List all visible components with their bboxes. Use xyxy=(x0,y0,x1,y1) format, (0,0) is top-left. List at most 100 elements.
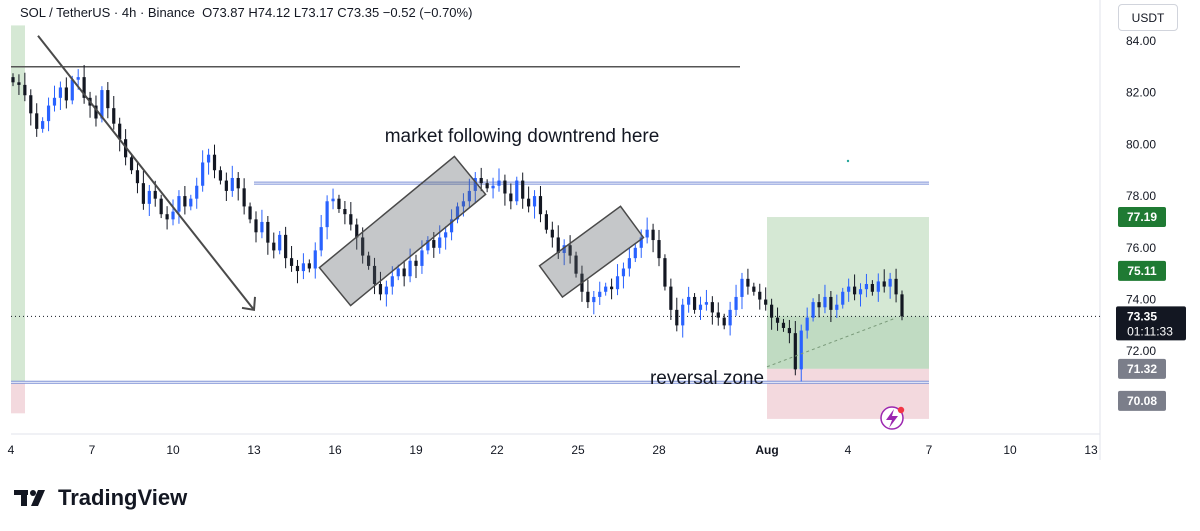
x-tick-label: 16 xyxy=(328,443,342,457)
candle-body xyxy=(378,284,383,295)
candle-body xyxy=(325,201,329,228)
symbol-title[interactable]: SOL / TetherUS · 4h · Binance xyxy=(20,5,195,20)
last-price-tag[interactable] xyxy=(1116,306,1186,341)
candle-body xyxy=(17,82,21,85)
candle-body xyxy=(835,304,839,310)
candle-body xyxy=(663,258,667,287)
candle-body xyxy=(550,229,554,238)
position-entry-tag-text: 71.32 xyxy=(1127,362,1157,376)
reversal-annotation[interactable]: reversal zone xyxy=(650,368,764,389)
candle-body xyxy=(752,286,756,292)
candle-body xyxy=(604,286,608,292)
candle-body xyxy=(692,296,697,310)
candle-body xyxy=(355,224,359,238)
candle-body xyxy=(621,268,626,277)
y-tick-label: 74.00 xyxy=(1126,293,1156,307)
candle-body xyxy=(52,97,57,106)
candle-body xyxy=(94,105,98,119)
candle-body xyxy=(141,183,145,204)
candle-body xyxy=(586,291,590,303)
candle-body xyxy=(639,237,643,248)
candle-body xyxy=(118,123,122,140)
candle-body xyxy=(503,180,507,194)
candle-body xyxy=(509,193,513,202)
x-tick-label: 4 xyxy=(8,443,15,457)
candle-body xyxy=(556,237,560,253)
x-tick-label: 7 xyxy=(89,443,96,457)
candle-body xyxy=(870,284,874,292)
candle-body xyxy=(295,265,300,272)
candle-body xyxy=(432,240,436,248)
candle-body xyxy=(396,268,400,277)
candle-body xyxy=(372,265,377,285)
candle-body xyxy=(627,258,631,269)
candle-body xyxy=(864,284,869,290)
tradingview-logo[interactable]: TradingView xyxy=(14,485,187,511)
candle-body xyxy=(135,170,140,184)
candle-body xyxy=(254,219,258,233)
candle-body xyxy=(722,317,726,326)
stop-price-tag[interactable] xyxy=(1118,390,1166,411)
y-tick-label: 78.00 xyxy=(1126,189,1156,203)
downtrend-arrowhead xyxy=(241,296,256,312)
candle-body xyxy=(349,214,353,225)
candle-body xyxy=(367,255,371,266)
candle-body xyxy=(206,154,211,163)
candle-body xyxy=(230,177,234,191)
candle-body xyxy=(444,232,448,238)
candle-body xyxy=(811,302,815,318)
x-tick-label: 25 xyxy=(571,443,585,457)
x-tick-label: 13 xyxy=(1084,443,1098,457)
countdown-text: 01:11:33 xyxy=(1127,324,1173,338)
candle-body xyxy=(35,113,39,129)
candle-body xyxy=(681,304,685,326)
candle-body xyxy=(260,221,264,233)
candle-body xyxy=(532,196,537,207)
left-profit-zone xyxy=(11,25,25,383)
candle-body xyxy=(171,211,175,220)
candle-body xyxy=(485,183,489,189)
position-loss-zone[interactable] xyxy=(767,368,929,419)
candle-body xyxy=(426,240,430,251)
candle-body xyxy=(728,309,732,326)
candle-body xyxy=(882,281,886,287)
candle-body xyxy=(147,190,151,204)
candle-body xyxy=(574,255,578,274)
candle-body xyxy=(651,229,655,241)
chart-dot xyxy=(846,159,850,163)
downtrend-arrow[interactable] xyxy=(37,35,255,311)
candle-body xyxy=(218,170,223,181)
x-tick-label: Aug xyxy=(755,443,778,457)
y-tick-label: 84.00 xyxy=(1126,34,1156,48)
candle-body xyxy=(159,198,163,215)
candle-body xyxy=(568,245,572,256)
candle-body xyxy=(224,180,228,191)
candle-body xyxy=(858,289,863,295)
candle-body xyxy=(100,90,104,119)
candle-body xyxy=(266,221,270,243)
candle-body xyxy=(23,84,27,96)
x-tick-label: 10 xyxy=(166,443,180,457)
candle-body xyxy=(633,247,637,259)
candle-body xyxy=(408,260,412,277)
channel-rectangle[interactable] xyxy=(538,205,645,299)
candle-body xyxy=(544,214,548,230)
candle-body xyxy=(112,108,116,124)
candle-body xyxy=(248,206,252,220)
position-entry-tag[interactable] xyxy=(1118,358,1166,379)
candle-body xyxy=(165,214,169,220)
candle-body xyxy=(319,227,323,251)
candle-body xyxy=(201,162,205,186)
candle-body xyxy=(497,180,501,186)
currency-button[interactable]: USDT xyxy=(1118,4,1178,31)
candle-body xyxy=(467,190,471,202)
entry-price-tag[interactable] xyxy=(1118,260,1166,281)
channel-rectangle[interactable] xyxy=(318,155,487,307)
last-price-text: 73.35 xyxy=(1127,309,1157,323)
candle-body xyxy=(847,286,851,292)
downtrend-annotation[interactable]: market following downtrend here xyxy=(385,126,660,147)
target-price-tag[interactable] xyxy=(1118,207,1166,228)
x-tick-label: 13 xyxy=(247,443,261,457)
candle-body xyxy=(793,333,797,370)
